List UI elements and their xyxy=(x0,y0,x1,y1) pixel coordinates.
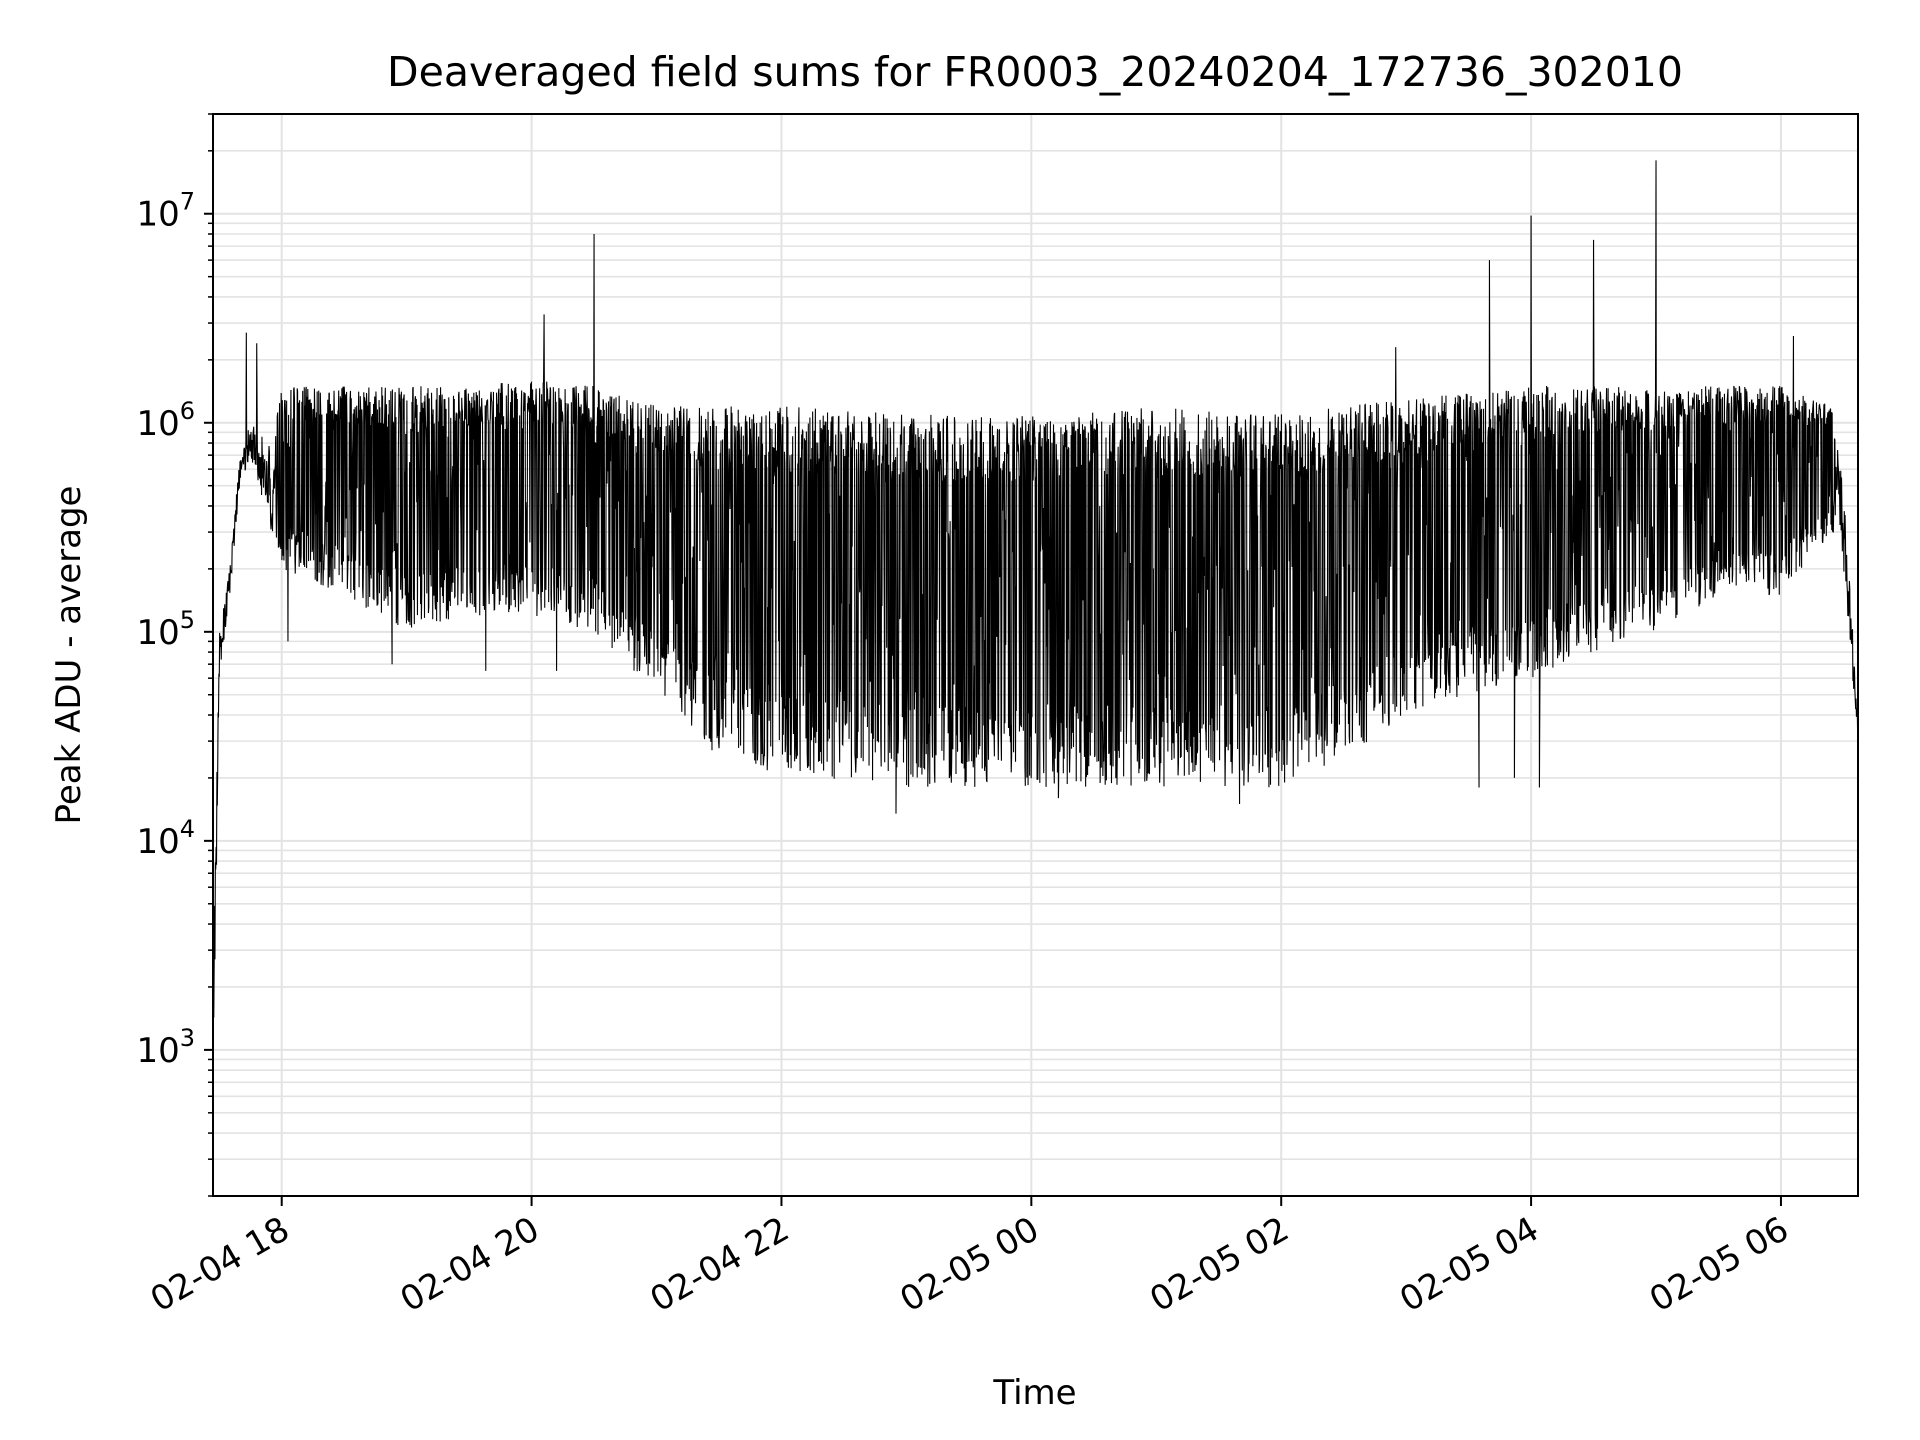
plot-frame xyxy=(212,113,1859,1197)
x-tick-label: 02-05 06 xyxy=(1643,1209,1795,1320)
y-tick-label: 106 xyxy=(136,397,195,444)
x-tick-label: 02-05 04 xyxy=(1393,1209,1545,1320)
y-tick-label: 105 xyxy=(136,606,195,653)
x-tick-label: 02-05 02 xyxy=(1143,1209,1295,1320)
y-tick-label: 103 xyxy=(136,1024,195,1071)
y-tick-label: 104 xyxy=(136,815,195,862)
y-axis: 103 104 105 106 107 xyxy=(136,113,213,1197)
chart-title: Deaveraged field sums for FR0003_2024020… xyxy=(387,48,1683,96)
series-line xyxy=(213,160,1858,1066)
x-tick-label: 02-04 20 xyxy=(394,1209,546,1320)
x-tick-label: 02-05 00 xyxy=(893,1209,1045,1320)
plot-area xyxy=(213,160,1858,1066)
y-tick-label: 107 xyxy=(136,188,195,235)
y-axis-label: Peak ADU - average xyxy=(49,486,89,825)
x-tick-label: 02-04 18 xyxy=(144,1209,296,1320)
x-axis-label: Time xyxy=(992,1373,1076,1413)
x-axis: 02-04 18 02-04 20 02-04 22 02-05 00 02-05 02… xyxy=(144,1196,1795,1320)
x-tick-label: 02-04 22 xyxy=(644,1209,796,1320)
